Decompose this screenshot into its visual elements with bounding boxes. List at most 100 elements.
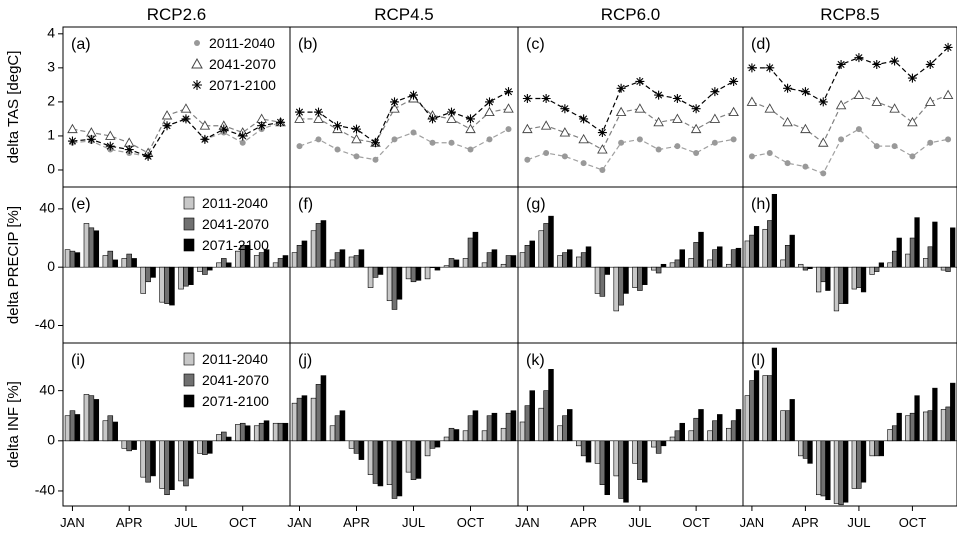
point-2011-2040-MAR <box>784 160 791 167</box>
point-2071-2100-JAN <box>747 63 757 73</box>
bar-2071-2100-FEB <box>771 193 778 268</box>
bar-2011-2040-SEP <box>887 262 893 268</box>
point-2071-2100-JAN <box>295 107 304 117</box>
bar-2071-2100-APR <box>807 266 813 269</box>
bar-2071-2100-DEC <box>510 410 517 442</box>
bar-2011-2040-MAR <box>557 255 563 268</box>
point-2041-2070-FEB <box>313 113 324 123</box>
bar-2041-2070-AUG <box>874 440 880 457</box>
bar-2041-2070-MAR <box>107 250 114 268</box>
bar-2041-2070-OCT <box>909 412 916 442</box>
point-2071-2100-JUL <box>635 76 645 86</box>
series-line-2011-2040 <box>299 128 509 161</box>
series-line-2011-2040 <box>527 138 734 171</box>
legend-item: 2011-2040 <box>183 195 268 211</box>
series-line-2071-2100 <box>751 46 949 103</box>
bar-2071-2100-JUN <box>169 266 175 306</box>
legend-label: 2011-2040 <box>202 351 268 367</box>
point-2041-2070-OCT <box>465 123 476 134</box>
bar-2041-2070-AUG <box>202 440 208 455</box>
bar-2011-2040-APR <box>121 258 128 268</box>
bar-2011-2040-JAN <box>64 249 71 268</box>
bar-2011-2040-SEP <box>216 434 222 442</box>
bar-2041-2070-MAR <box>562 252 568 268</box>
bar-2011-2040-JAN <box>744 240 750 268</box>
point-2011-2040-JUN <box>618 139 625 146</box>
legend-label: 2041-2070 <box>202 216 269 232</box>
bar-2011-2040-FEB <box>538 407 544 442</box>
bar-2041-2070-NOV <box>712 420 718 442</box>
point-2011-2040-OCT <box>909 153 916 160</box>
point-2041-2070-AUG <box>653 116 664 127</box>
bar-2011-2040-DEC <box>726 427 732 442</box>
bar-2071-2100-JUN <box>623 266 629 294</box>
bar-2071-2100-JUL <box>860 440 867 483</box>
bar-2041-2070-MAY <box>820 266 826 283</box>
legend-swatch <box>183 238 195 252</box>
bar-2071-2100-NOV <box>717 414 723 442</box>
point-2071-2100-DEC <box>276 117 286 127</box>
bar-2071-2100-FEB <box>320 375 327 442</box>
bar-2071-2100-JAN <box>301 395 308 442</box>
point-2011-2040-MAY <box>599 166 606 173</box>
bar-2041-2070-JUL <box>410 266 417 283</box>
point-2041-2070-JAN <box>746 96 758 106</box>
x-tick-label: JUL <box>847 515 870 530</box>
panel-h: (h) <box>742 186 957 344</box>
bar-2011-2040-AUG <box>197 266 203 272</box>
column-title-rcp45: RCP4.5 <box>374 5 434 24</box>
bar-2071-2100-FEB <box>93 230 100 268</box>
bar-2071-2100-MAY <box>825 440 831 501</box>
legend-item: 2041-2070 <box>191 56 276 72</box>
bar-2071-2100-MAY <box>150 440 156 477</box>
point-2041-2070-JUN <box>835 99 847 110</box>
bar-2071-2100-NOV <box>263 249 270 268</box>
point-2041-2070-JUN <box>161 110 173 120</box>
panel-f: (f) <box>289 186 519 344</box>
ylabel-inf: delta INF [%] <box>5 381 22 468</box>
point-2011-2040-SEP <box>448 139 455 146</box>
bar-2071-2100-NOV <box>491 249 498 268</box>
bar-2071-2100-JAN <box>74 414 81 442</box>
bar-2071-2100-JAN <box>74 252 81 268</box>
bar-2041-2070-FEB <box>88 227 95 268</box>
bar-2011-2040-NOV <box>922 258 929 268</box>
bar-2011-2040-OCT <box>688 430 694 442</box>
bar-2011-2040-MAR <box>780 410 786 442</box>
bar-2011-2040-SEP <box>443 436 450 442</box>
point-2011-2040-MAY <box>372 156 379 163</box>
panel-c: (c) <box>517 26 744 188</box>
bar-2011-2040-JUN <box>386 266 393 302</box>
bar-2071-2100-OCT <box>472 231 479 268</box>
point-2011-2040-FEB <box>315 136 322 143</box>
point-2071-2100-SEP <box>447 107 456 117</box>
bar-2011-2040-APR <box>576 256 582 268</box>
point-2041-2070-JAN <box>522 123 533 134</box>
bar-2071-2100-AUG <box>660 440 667 447</box>
bar-2011-2040-NOV <box>253 425 260 442</box>
bar-2011-2040-JUL <box>178 266 184 290</box>
bar-2071-2100-JUN <box>623 440 629 503</box>
point-2011-2040-NOV <box>927 139 934 146</box>
bar-2041-2070-AUG <box>429 440 436 449</box>
bar-2011-2040-APR <box>348 256 355 268</box>
bar-2071-2100-NOV <box>717 246 723 268</box>
bar-2041-2070-JAN <box>524 245 531 268</box>
bar-2071-2100-SEP <box>225 262 232 268</box>
bar-2011-2040-JUN <box>833 266 840 312</box>
bar-2011-2040-JAN <box>64 415 71 442</box>
bar-2011-2040-MAR <box>557 425 563 442</box>
bar-2011-2040-JUL <box>178 440 184 482</box>
bar-2041-2070-NOV <box>486 252 493 268</box>
panel-letter: (l) <box>751 352 765 369</box>
x-tick-label: OCT <box>457 515 485 530</box>
bar-2071-2100-DEC <box>950 227 956 268</box>
bar-2071-2100-DEC <box>735 409 742 442</box>
bar-2041-2070-DEC <box>505 255 512 268</box>
bar-2011-2040-SEP <box>669 436 676 442</box>
bar-2071-2100-APR <box>585 440 592 463</box>
point-2041-2070-JUL <box>853 89 865 100</box>
series-line-2071-2100 <box>72 118 281 158</box>
point-2041-2070-DEC <box>503 103 514 113</box>
